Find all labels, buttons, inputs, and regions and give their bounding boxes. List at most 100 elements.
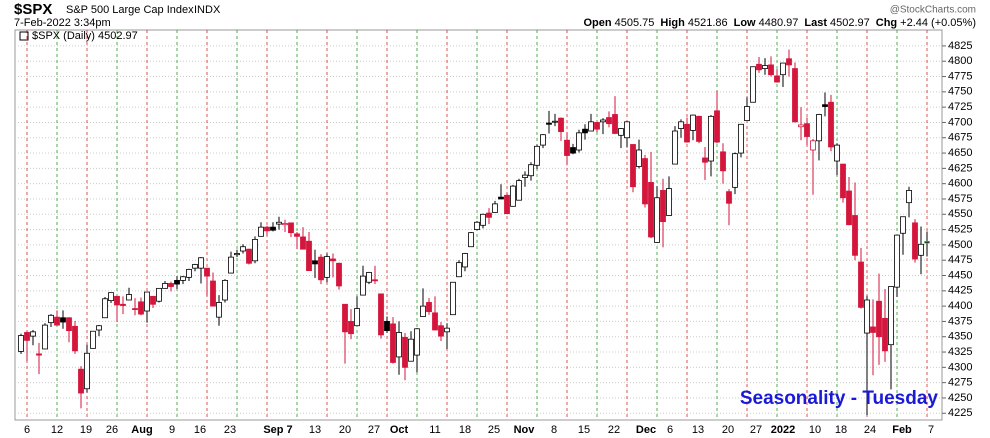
- x-tick-label: 16: [194, 424, 206, 436]
- candle-body: [270, 226, 276, 231]
- candle-body: [126, 294, 132, 301]
- timestamp: 7-Feb-2022 3:34pm: [14, 17, 111, 29]
- candle-body: [114, 295, 120, 306]
- candle-body: [564, 139, 570, 156]
- candle-body: [786, 58, 792, 66]
- candle-body: [462, 253, 468, 268]
- x-tick-label: 13: [309, 424, 321, 436]
- candle-body: [678, 121, 684, 129]
- candle-body: [792, 68, 798, 123]
- candle-body: [240, 246, 246, 252]
- y-tick-label: 4275: [948, 377, 972, 389]
- candle-body: [492, 203, 498, 213]
- y-tick-label: 4350: [948, 331, 972, 343]
- candle-body: [48, 314, 54, 324]
- y-tick-label: 4450: [948, 269, 972, 281]
- quote-label: Open: [584, 17, 612, 29]
- quote-value: 4480.97: [759, 17, 799, 29]
- y-tick-label: 4225: [948, 407, 972, 419]
- y-tick-label: 4725: [948, 101, 972, 113]
- candle-body: [714, 110, 720, 143]
- candle-body: [906, 190, 912, 204]
- candle-body: [540, 134, 546, 146]
- candle-body: [840, 163, 846, 199]
- x-tick-label: 12: [51, 424, 63, 436]
- candle-body: [738, 123, 744, 154]
- candle-body: [516, 180, 522, 201]
- candle-body: [486, 212, 492, 218]
- y-tick-label: 4375: [948, 315, 972, 327]
- candle-body: [174, 280, 180, 285]
- x-tick-label: Dec: [636, 424, 656, 436]
- candle-body: [246, 248, 252, 264]
- candle-body: [180, 276, 186, 281]
- x-tick-label: 10: [809, 424, 821, 436]
- candle-body: [576, 132, 582, 151]
- candle-body: [294, 233, 300, 237]
- candle-body: [684, 123, 690, 143]
- candle-body: [870, 326, 876, 333]
- candle-body: [780, 62, 786, 76]
- candle-body: [828, 101, 834, 148]
- y-tick-label: 4400: [948, 300, 972, 312]
- candle-body: [918, 243, 924, 256]
- candle-body: [882, 317, 888, 352]
- x-tick-label: Sep 7: [263, 424, 292, 436]
- candle-body: [636, 149, 642, 167]
- candle-body: [78, 368, 84, 394]
- candle-body: [138, 301, 144, 315]
- x-tick-label: Nov: [514, 424, 536, 436]
- annotation: Seasonality - Tuesday: [740, 388, 939, 409]
- plot-frame: [14, 29, 943, 421]
- candle-body: [438, 325, 444, 337]
- candle-body: [846, 190, 852, 226]
- x-tick-label: 8: [551, 424, 557, 436]
- candle-body: [630, 144, 636, 188]
- y-tick-label: 4250: [948, 392, 972, 404]
- y-tick-label: 4325: [948, 346, 972, 358]
- candle-body: [162, 283, 168, 289]
- candle-body: [264, 226, 270, 232]
- candle-body: [252, 238, 258, 262]
- candle-body: [864, 299, 870, 334]
- candle-body: [144, 291, 150, 312]
- candle-body: [546, 122, 552, 125]
- candle-body: [156, 287, 162, 302]
- legend: $SPX (Daily) 4502.97: [32, 30, 138, 42]
- instrument-name: S&P 500 Large Cap Index: [66, 4, 194, 16]
- y-tick-label: 4300: [948, 361, 972, 373]
- candle-body: [654, 197, 660, 243]
- candle-body: [378, 293, 384, 336]
- candle-body: [36, 353, 42, 356]
- candle-body: [84, 352, 90, 390]
- candle-body: [606, 117, 612, 125]
- y-tick-label: 4475: [948, 254, 972, 266]
- y-tick-label: 4525: [948, 223, 972, 235]
- candle-body: [384, 321, 390, 332]
- candle-body: [216, 302, 222, 318]
- candle-body: [648, 182, 654, 238]
- grid: 4225 4250 4275 4300 4325 4350 4375 4400 4425 4450…: [15, 40, 972, 436]
- quote-label: Chg: [876, 17, 897, 29]
- candle-body: [66, 317, 72, 332]
- candle-body: [900, 216, 906, 234]
- candle-body: [54, 316, 60, 326]
- x-tick-label: 18: [835, 424, 847, 436]
- candle-body: [324, 256, 330, 278]
- quote-value: 4502.97: [830, 17, 870, 29]
- candle-body: [300, 236, 306, 250]
- quote-value: 4521.86: [688, 17, 728, 29]
- x-tick-label: 19: [80, 424, 92, 436]
- quote-label: Last: [804, 17, 827, 29]
- x-tick-label: 15: [578, 424, 590, 436]
- x-tick-label: 20: [339, 424, 351, 436]
- candle-body: [408, 338, 414, 362]
- candle-body: [60, 317, 66, 323]
- candle-body: [726, 191, 732, 204]
- candle-body: [852, 215, 858, 256]
- candle-body: [96, 325, 102, 331]
- candle-body: [660, 190, 666, 223]
- candle-body: [582, 128, 588, 134]
- candle-body: [30, 331, 36, 337]
